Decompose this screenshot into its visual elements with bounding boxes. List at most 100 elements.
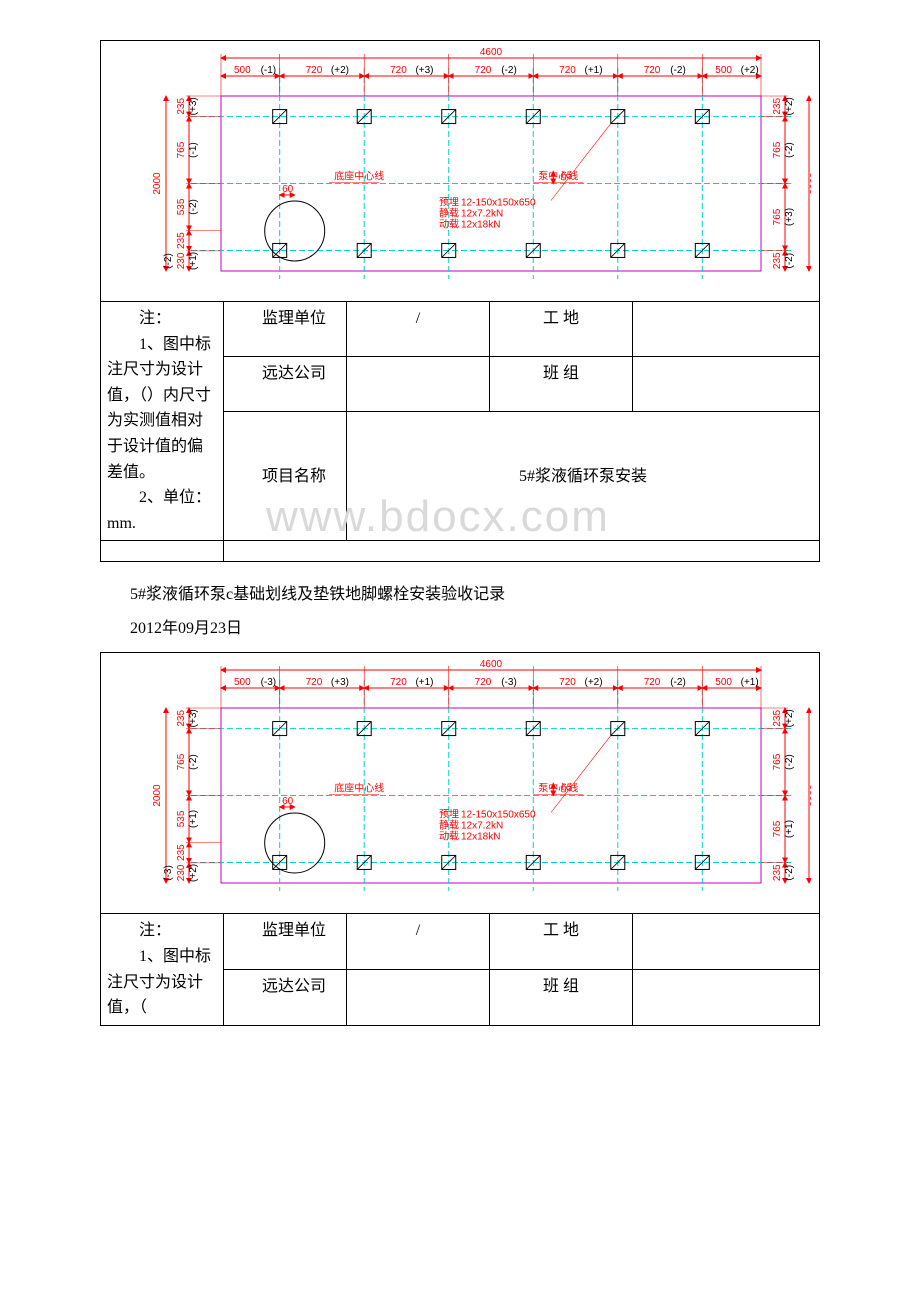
svg-text:(+2): (+2) [784,97,795,115]
svg-text:(-2): (-2) [784,142,795,158]
svg-text:(+3): (+3) [331,677,349,688]
svg-text:2000: 2000 [809,784,811,807]
svg-text:12x7.2kN: 12x7.2kN [461,209,503,220]
supervisor-value: / [347,302,490,357]
svg-text:4600: 4600 [480,47,503,58]
foundation-diagram-2: 4600500(-3)720(+3)720(+1)720(-3)720(+2)7… [101,653,811,908]
team-label: 班 组 [490,357,633,412]
svg-text:720: 720 [390,65,407,76]
notes-line-1: 1、图中标注尺寸为设计值，（）内尺寸为实测值相对于设计值的偏差值。 [107,332,217,486]
svg-text:235: 235 [176,844,187,861]
notes-header: 注： [107,306,217,332]
svg-text:(+1): (+1) [415,677,433,688]
team-label-2: 班 组 [490,970,633,1026]
svg-text:(+3): (+3) [188,710,199,728]
svg-text:720: 720 [644,65,661,76]
svg-text:静载: 静载 [439,819,459,832]
team-value [633,357,820,412]
svg-text:(+2): (+2) [784,710,795,728]
diagram-cell-1: 4600 500 (-1) 720 (+2) 720 (+3) 720 (-2) 720 (+1) 7… [101,41,820,302]
svg-text:(+3): (+3) [784,208,795,226]
svg-text:(+2): (+2) [188,864,199,882]
svg-text:底座中心线: 底座中心线 [334,170,384,183]
svg-text:535: 535 [176,198,187,215]
svg-text:(-2): (-2) [670,65,686,76]
svg-text:静载: 静载 [439,207,459,220]
svg-text:720: 720 [306,677,323,688]
svg-text:(+2): (+2) [741,65,759,76]
svg-text:765: 765 [176,754,187,771]
svg-text:(+2): (+2) [331,65,349,76]
record-table-1: 4600 500 (-1) 720 (+2) 720 (+3) 720 (-2) 720 (+1) 7… [100,40,820,562]
svg-text:预埋: 预埋 [439,197,459,209]
svg-text:500: 500 [234,677,251,688]
svg-text:底座中心线: 底座中心线 [334,782,384,795]
svg-text:235: 235 [176,232,187,249]
svg-text:泵中心线: 泵中心线 [538,170,578,183]
svg-text:动载: 动载 [439,831,459,843]
svg-text:235: 235 [176,710,187,727]
notes-line-2-1: 1、图中标注尺寸为设计值，（ [107,944,217,1021]
supervisor-label-2: 监理单位 [224,914,347,970]
svg-text:(+2): (+2) [584,677,602,688]
svg-text:(-3): (-3) [501,677,517,688]
svg-text:(+1): (+1) [784,820,795,838]
foundation-diagram-1: 4600 500 (-1) 720 (+2) 720 (+3) 720 (-2) 720 (+1) 7… [101,41,811,296]
svg-text:(-2): (-2) [501,65,517,76]
team-value-2 [633,970,820,1026]
notes-line-2: 2、单位：mm. [107,485,217,536]
site-value [633,302,820,357]
supervisor-label: 监理单位 [224,302,347,357]
svg-text:235: 235 [772,864,783,881]
svg-text:2000: 2000 [152,784,163,807]
svg-text:60: 60 [282,796,294,807]
svg-text:(-3): (-3) [261,677,277,688]
empty-cell [224,541,820,562]
svg-text:230: 230 [176,865,187,882]
svg-text:765: 765 [176,141,187,158]
svg-text:动载: 动载 [439,219,459,231]
svg-text:泵中心线: 泵中心线 [538,782,578,795]
svg-text:765: 765 [772,208,783,225]
svg-text:(-2): (-2) [670,677,686,688]
svg-text:12x18kN: 12x18kN [461,832,500,843]
svg-text:500: 500 [715,65,732,76]
empty-cell [101,541,224,562]
svg-text:720: 720 [306,65,323,76]
svg-text:(+3): (+3) [188,97,199,115]
project-label: 项目名称 www.bdocx.com [224,412,347,541]
svg-text:(+1): (+1) [188,810,199,828]
svg-text:(-2): (-2) [163,253,174,269]
diagram-cell-2: 4600500(-3)720(+3)720(+1)720(-3)720(+2)7… [101,653,820,914]
company-label: 远达公司 [224,357,347,412]
svg-text:235: 235 [176,98,187,115]
svg-text:12x18kN: 12x18kN [461,220,500,231]
svg-text:(+1): (+1) [584,65,602,76]
svg-text:(-2): (-2) [784,755,795,771]
svg-text:60: 60 [282,184,294,195]
svg-text:500: 500 [234,65,251,76]
svg-text:12x7.2kN: 12x7.2kN [461,821,503,832]
svg-text:(-2): (-2) [188,199,199,215]
svg-text:720: 720 [559,677,576,688]
svg-text:720: 720 [559,65,576,76]
svg-text:(-2): (-2) [784,253,795,269]
site-label: 工 地 [490,302,633,357]
svg-text:(-2): (-2) [784,865,795,881]
svg-text:500: 500 [715,677,732,688]
notes-cell-1: 注： 1、图中标注尺寸为设计值，（）内尺寸为实测值相对于设计值的偏差值。 2、单… [101,302,224,541]
svg-text:12-150x150x650: 12-150x150x650 [461,198,536,209]
svg-text:2000: 2000 [152,172,163,195]
project-value: 5#浆液循环泵安装 [347,412,820,541]
svg-text:(-1): (-1) [261,65,277,76]
svg-text:(+1): (+1) [741,677,759,688]
supervisor-value-2: / [347,914,490,970]
svg-text:765: 765 [772,754,783,771]
svg-text:235: 235 [772,710,783,727]
section-date: 2012年09月23日 [130,614,820,638]
svg-text:720: 720 [475,677,492,688]
site-label-2: 工 地 [490,914,633,970]
svg-text:(-3): (-3) [163,866,174,882]
svg-text:235: 235 [772,98,783,115]
company-value [347,357,490,412]
